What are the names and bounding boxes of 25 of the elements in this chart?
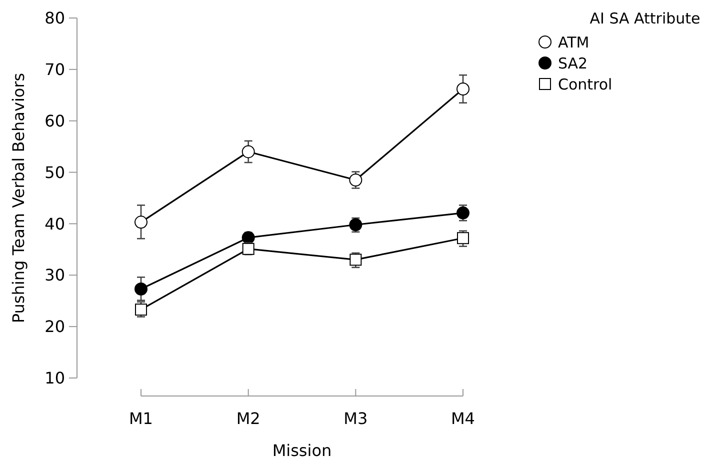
point bbox=[456, 82, 470, 96]
x-tick-label: M3 bbox=[344, 409, 368, 428]
point bbox=[134, 216, 148, 229]
legend-label: SA2 bbox=[558, 54, 588, 72]
point bbox=[457, 232, 469, 244]
legend-label: ATM bbox=[558, 33, 590, 52]
y-tick-label: 40 bbox=[44, 214, 65, 234]
x-tick-label: M4 bbox=[451, 409, 475, 428]
y-tick-label: 70 bbox=[44, 60, 65, 80]
legend-label: Control bbox=[558, 75, 612, 94]
y-tick-label: 10 bbox=[44, 368, 65, 388]
x-tick-label: M1 bbox=[129, 409, 153, 428]
x-tick-label: M2 bbox=[236, 409, 260, 428]
point bbox=[242, 145, 255, 158]
legend-title: AI SA Attribute bbox=[590, 9, 700, 28]
point bbox=[134, 282, 148, 296]
y-tick-label: 80 bbox=[44, 8, 65, 28]
y-tick-label: 50 bbox=[44, 162, 65, 182]
y-tick-label: 60 bbox=[44, 111, 65, 130]
y-axis-title: Pushing Team Verbal Behaviors bbox=[9, 72, 28, 324]
x-axis-title: Mission bbox=[272, 441, 332, 460]
point bbox=[350, 254, 362, 266]
y-tick-label: 30 bbox=[44, 266, 65, 285]
y-tick-label: 20 bbox=[44, 317, 65, 336]
point bbox=[349, 174, 362, 186]
